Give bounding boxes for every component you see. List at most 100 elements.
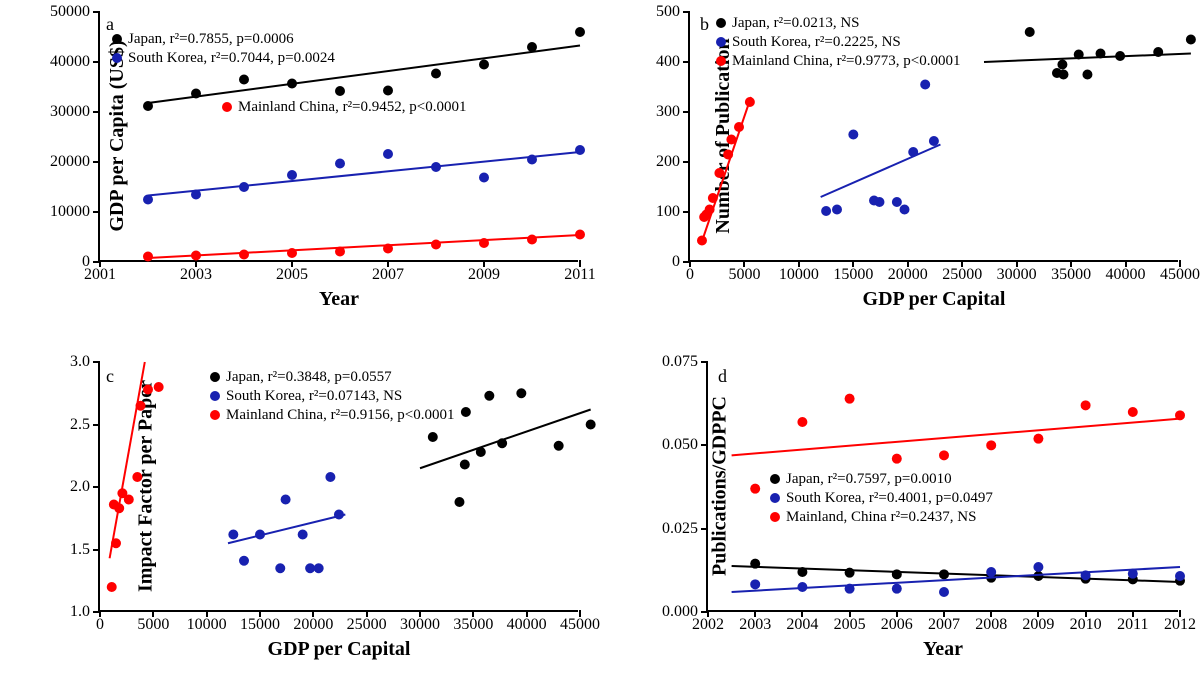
marker-japan xyxy=(143,101,153,111)
marker-mainland_china xyxy=(723,150,733,160)
marker-japan xyxy=(1058,70,1068,80)
marker-south_korea xyxy=(575,145,585,155)
marker-mainland_china xyxy=(575,230,585,240)
marker-mainland_china xyxy=(705,205,715,215)
legend-dot-icon xyxy=(770,512,780,522)
x-tick-label: 2005 xyxy=(834,616,866,634)
marker-south_korea xyxy=(191,190,201,200)
y-tick xyxy=(93,61,100,63)
x-tick-label: 15000 xyxy=(833,266,873,284)
x-axis-label: GDP per Capital xyxy=(268,638,411,661)
legend-text: Japan, r²=0.7855, p=0.0006 xyxy=(128,30,294,49)
marker-south_korea xyxy=(255,530,265,540)
marker-south_korea xyxy=(228,530,238,540)
y-tick-label: 3.0 xyxy=(70,353,90,371)
legend-dot-icon xyxy=(112,53,122,63)
marker-mainland_china xyxy=(132,472,142,482)
x-tick-label: 2010 xyxy=(1070,616,1102,634)
panel-c-legend: Japan, r²=0.3848, p=0.0557South Korea, r… xyxy=(210,368,454,424)
x-tick-label: 30000 xyxy=(400,616,440,634)
legend-text: Mainland China, r²=0.9156, p<0.0001 xyxy=(226,406,454,425)
marker-mainland_china xyxy=(111,538,121,548)
marker-mainland_china xyxy=(708,193,718,203)
legend-text: Japan, r²=0.3848, p=0.0557 xyxy=(226,368,392,387)
legend-dot-icon xyxy=(222,102,232,112)
x-tick-label: 20000 xyxy=(888,266,928,284)
marker-japan xyxy=(939,569,949,579)
marker-japan xyxy=(1153,47,1163,57)
marker-japan xyxy=(1096,49,1106,59)
marker-japan xyxy=(497,438,507,448)
x-tick-label: 2009 xyxy=(1022,616,1054,634)
marker-south_korea xyxy=(939,587,949,597)
y-tick-label: 1.5 xyxy=(70,541,90,559)
marker-mainland_china xyxy=(239,250,249,260)
fit-line-south_korea xyxy=(821,145,941,198)
marker-mainland_china xyxy=(124,495,134,505)
legend-text: Mainland, China r²=0.2437, NS xyxy=(786,508,976,527)
fit-line-south_korea xyxy=(228,515,345,544)
x-tick-label: 45000 xyxy=(560,616,600,634)
panel-a: 2001200320052007200920110100002000030000… xyxy=(10,5,600,325)
marker-mainland_china xyxy=(479,238,489,248)
marker-south_korea xyxy=(1033,562,1043,572)
panel-letter: c xyxy=(106,366,114,387)
marker-mainland_china xyxy=(136,401,146,411)
x-tick-label: 5000 xyxy=(137,616,169,634)
marker-japan xyxy=(484,391,494,401)
fit-line-mainland_china xyxy=(110,362,145,558)
marker-south_korea xyxy=(1081,570,1091,580)
y-tick xyxy=(701,611,708,613)
legend-text: South Korea, r²=0.7044, p=0.0024 xyxy=(128,49,335,68)
marker-japan xyxy=(750,559,760,569)
y-tick xyxy=(683,11,690,13)
marker-mainland_china xyxy=(845,394,855,404)
y-tick xyxy=(93,549,100,551)
panel-c: 0500010000150002000025000300003500040000… xyxy=(10,350,600,670)
marker-japan xyxy=(1082,70,1092,80)
y-tick-label: 20000 xyxy=(50,153,90,171)
x-tick-label: 25000 xyxy=(942,266,982,284)
legend-row: South Korea, r²=0.7044, p=0.0024 xyxy=(112,49,356,68)
panel-letter: d xyxy=(718,366,727,387)
marker-south_korea xyxy=(287,170,297,180)
marker-south_korea xyxy=(275,563,285,573)
y-tick xyxy=(683,111,690,113)
marker-south_korea xyxy=(305,563,315,573)
marker-japan xyxy=(476,447,486,457)
y-tick-label: 0 xyxy=(82,253,90,271)
y-tick xyxy=(683,61,690,63)
x-tick-label: 2007 xyxy=(928,616,960,634)
marker-mainland_china xyxy=(143,385,153,395)
y-tick xyxy=(93,161,100,163)
marker-japan xyxy=(527,42,537,52)
y-tick-label: 0.075 xyxy=(662,353,698,371)
marker-mainland_china xyxy=(191,251,201,261)
marker-japan xyxy=(575,27,585,37)
marker-mainland_china xyxy=(527,235,537,245)
x-tick-label: 25000 xyxy=(347,616,387,634)
marker-south_korea xyxy=(821,206,831,216)
x-tick-label: 2007 xyxy=(372,266,404,284)
marker-south_korea xyxy=(892,584,902,594)
marker-japan xyxy=(461,407,471,417)
marker-mainland_china xyxy=(287,248,297,258)
y-tick xyxy=(93,361,100,363)
legend-dot-icon xyxy=(210,372,220,382)
marker-japan xyxy=(797,567,807,577)
legend-row: Mainland China, r²=0.9156, p<0.0001 xyxy=(210,406,454,425)
marker-japan xyxy=(1115,51,1125,61)
marker-japan xyxy=(479,60,489,70)
x-tick-label: 40000 xyxy=(1106,266,1146,284)
x-tick-label: 20000 xyxy=(293,616,333,634)
marker-south_korea xyxy=(383,149,393,159)
legend-text: Mainland China, r²=0.9452, p<0.0001 xyxy=(238,98,466,117)
marker-south_korea xyxy=(1175,571,1185,581)
y-tick-label: 0 xyxy=(672,253,680,271)
legend-text: Japan, r²=0.0213, NS xyxy=(732,14,860,33)
y-tick xyxy=(93,111,100,113)
marker-japan xyxy=(431,69,441,79)
legend-row: South Korea, r²=0.2225, NS xyxy=(716,33,960,52)
y-tick xyxy=(701,361,708,363)
x-tick-label: 45000 xyxy=(1160,266,1200,284)
